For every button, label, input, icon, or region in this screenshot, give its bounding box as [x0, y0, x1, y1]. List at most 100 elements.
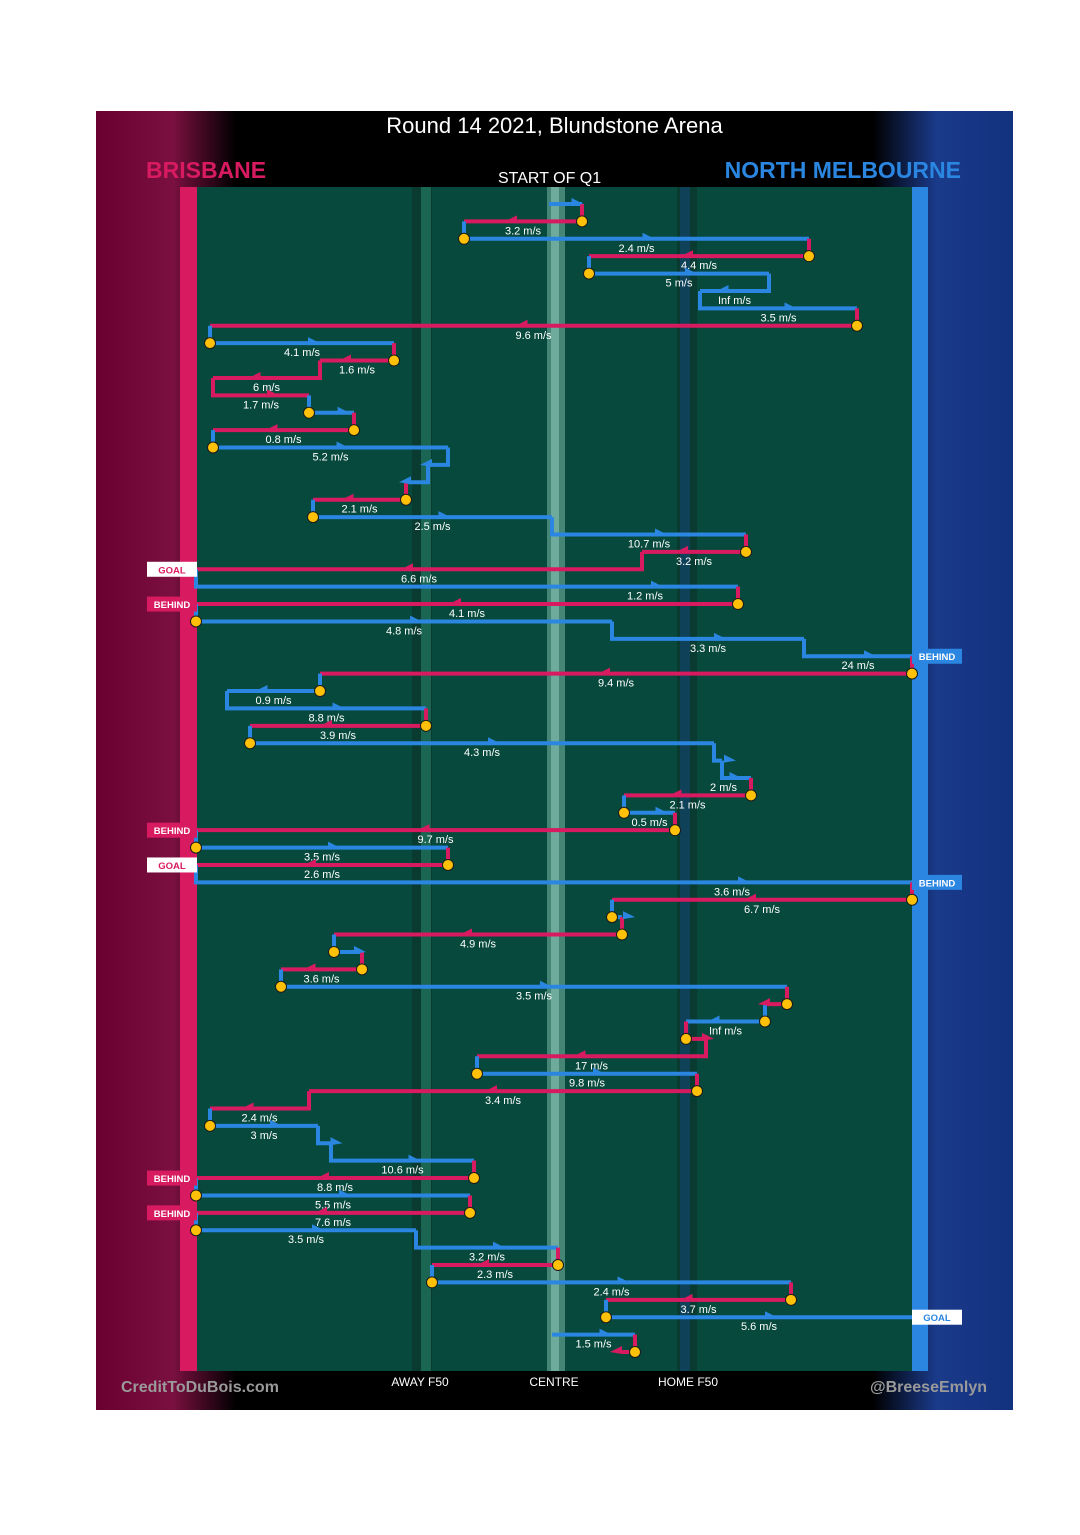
- turnover-marker-38: [442, 858, 454, 871]
- turnover-marker-56: [468, 1172, 480, 1185]
- turnover-marker-27: [906, 667, 918, 680]
- speed-label-8: 4.1 m/s: [284, 347, 321, 359]
- speed-label-37: 3.5 m/s: [304, 852, 341, 864]
- speed-label-11: 1.7 m/s: [243, 399, 280, 411]
- speed-label-26: 24 m/s: [841, 660, 875, 672]
- turnover-marker-59: [190, 1224, 202, 1237]
- speed-label-7: 9.6 m/s: [515, 330, 552, 342]
- direction-arrow-35: [655, 806, 668, 815]
- direction-arrow-39: [738, 876, 750, 885]
- direction-arrow-51: [485, 1085, 497, 1094]
- turnover-marker-28: [314, 685, 326, 698]
- turnover-marker-8: [204, 337, 216, 350]
- turnover-marker-17: [400, 493, 412, 506]
- speed-label-40: 6.7 m/s: [744, 904, 781, 916]
- speed-label-17: 2.1 m/s: [341, 504, 378, 516]
- direction-arrow-52: [241, 1102, 254, 1111]
- direction-arrow-9: [339, 354, 351, 363]
- speed-label-63: 3.7 m/s: [680, 1304, 717, 1316]
- direction-arrow-27: [598, 667, 610, 676]
- speed-label-13: 0.8 m/s: [265, 434, 302, 446]
- possession-segment-15: [428, 447, 450, 467]
- turnover-marker-47: [759, 1015, 771, 1028]
- direction-arrow-23: [449, 598, 461, 607]
- speed-label-59: 3.5 m/s: [288, 1234, 325, 1246]
- speed-label-25: 3.3 m/s: [690, 643, 727, 655]
- credit-left: CreditToDuBois.com: [121, 1379, 279, 1396]
- chart-title: Round 14 2021, Blundstone Arena: [386, 113, 723, 138]
- speed-label-1: 3.2 m/s: [505, 225, 542, 237]
- direction-arrow-31: [488, 737, 500, 746]
- field-band-5: [551, 187, 559, 1371]
- quarter-label: START OF Q1: [498, 170, 602, 187]
- speed-label-31: 4.3 m/s: [464, 747, 501, 759]
- turnover-marker-63: [785, 1293, 797, 1306]
- direction-arrow-32: [724, 754, 736, 763]
- turnover-marker-53: [204, 1119, 216, 1132]
- outcome-label-39: BEHIND: [919, 878, 956, 889]
- turnover-marker-64: [600, 1311, 612, 1324]
- direction-arrow-20: [676, 545, 688, 554]
- turnover-marker-7: [851, 319, 863, 332]
- possession-segment-19: [550, 517, 746, 537]
- turnover-marker-34: [745, 789, 757, 802]
- direction-arrow-45: [540, 980, 552, 989]
- direction-arrow-1: [505, 215, 517, 224]
- direction-arrow-38: [304, 858, 316, 867]
- field-band-3: [680, 187, 690, 1371]
- speed-label-42: 4.9 m/s: [460, 939, 497, 951]
- team-label-north-melbourne: NORTH MELBOURNE: [724, 157, 961, 183]
- possession-segment-29: [225, 691, 426, 711]
- direction-arrow-66: [610, 1346, 622, 1354]
- turnover-marker-44: [356, 963, 368, 976]
- direction-arrow-50: [593, 1067, 605, 1076]
- turnover-marker-36: [669, 824, 681, 837]
- direction-arrow-22: [651, 580, 663, 589]
- outcome-badge-39: [912, 874, 962, 890]
- speed-label-55: 10.6 m/s: [381, 1165, 424, 1177]
- direction-arrow-10: [248, 371, 261, 380]
- speed-label-22: 1.2 m/s: [627, 591, 664, 603]
- credit-right: @BreeseEmlyn: [870, 1379, 987, 1396]
- direction-arrow-11: [267, 389, 279, 398]
- outcome-badge-64: [912, 1309, 962, 1325]
- axis-label-home-f50: HOME F50: [658, 1375, 718, 1389]
- direction-arrow-21: [401, 563, 413, 572]
- turnover-marker-42: [616, 928, 628, 941]
- speed-label-65: 1.5 m/s: [575, 1339, 612, 1351]
- direction-arrow-46: [758, 998, 770, 1007]
- direction-arrow-48: [702, 1032, 714, 1041]
- direction-arrow-24: [410, 615, 422, 624]
- direction-arrow-29: [332, 702, 345, 711]
- speed-label-9: 1.6 m/s: [339, 365, 376, 377]
- turnover-marker-41: [606, 911, 618, 924]
- speed-label-35: 0.5 m/s: [631, 817, 668, 829]
- direction-arrow-54: [330, 1137, 343, 1146]
- speed-label-53: 3 m/s: [251, 1130, 278, 1142]
- turnover-marker-61: [552, 1259, 564, 1272]
- outcome-badge-23: [147, 596, 197, 612]
- speed-label-45: 3.5 m/s: [516, 991, 553, 1003]
- turnover-marker-2: [458, 232, 470, 245]
- speed-label-29: 8.8 m/s: [308, 712, 345, 724]
- possession-segment-21: [196, 551, 644, 572]
- speed-label-57: 5.5 m/s: [315, 1199, 352, 1211]
- direction-arrow-12: [337, 406, 350, 415]
- turnover-marker-30: [420, 719, 432, 732]
- speed-label-4: 5 m/s: [666, 278, 693, 290]
- direction-arrow-41: [623, 911, 635, 920]
- speed-label-61: 2.3 m/s: [477, 1269, 514, 1281]
- possession-segment-60: [414, 1230, 558, 1250]
- turnover-marker-1: [576, 215, 588, 228]
- turnover-marker-9: [388, 354, 400, 367]
- direction-arrow-8: [308, 337, 320, 346]
- turnover-marker-20: [740, 545, 752, 558]
- speed-label-34: 2.1 m/s: [669, 799, 706, 811]
- direction-arrow-3: [681, 250, 693, 259]
- direction-arrow-4: [685, 267, 697, 276]
- speed-label-19: 10.7 m/s: [628, 538, 671, 550]
- speed-label-2: 2.4 m/s: [618, 243, 655, 255]
- turnover-marker-58: [464, 1206, 476, 1219]
- turnover-marker-66: [629, 1346, 641, 1358]
- direction-arrow-42: [460, 928, 472, 937]
